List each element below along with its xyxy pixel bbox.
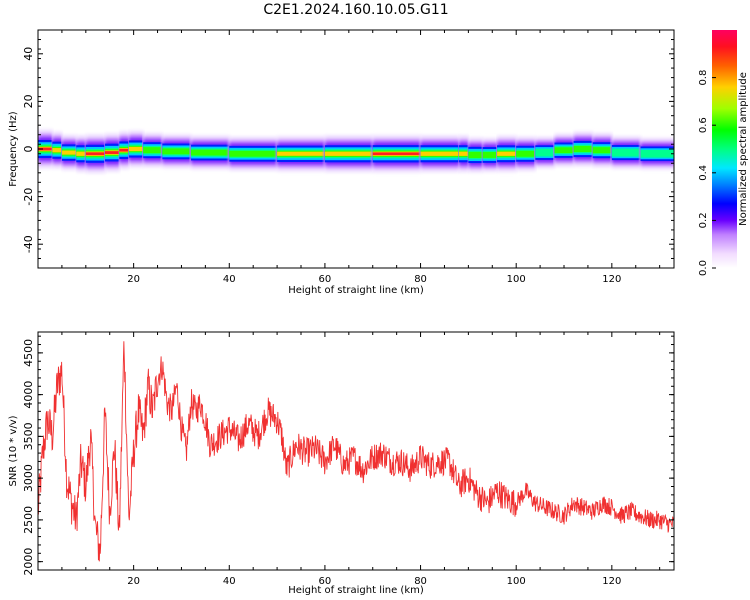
spectrogram-cell: [162, 148, 192, 155]
snr-xtick-label: 80: [414, 576, 427, 587]
spectrogram-cell: [76, 151, 87, 156]
snr-xtick-label: 100: [507, 576, 526, 587]
spectrogram-cell: [420, 151, 460, 156]
spectrogram-ytick-label: 40: [22, 47, 35, 61]
spectrogram-cell: [372, 152, 422, 156]
spectrogram-cell: [128, 146, 144, 152]
snr-ytick-label: 4000: [22, 381, 35, 409]
snr-frame: [37, 331, 675, 571]
colorbar-ticks: 0.0 0.2 0.4 0.6 0.8: [698, 70, 716, 276]
spectrogram-ytick-label: 0: [22, 146, 35, 153]
spectrogram-ytick-label: 20: [22, 94, 35, 108]
colorbar: 0.0 0.2 0.4 0.6 0.8 Normalized spectral ampl…: [698, 30, 749, 276]
spectrogram-cell: [277, 151, 326, 156]
spectrogram-cell: [61, 150, 77, 155]
snr-xtick-label: 60: [319, 576, 332, 587]
spectrogram-cell: [229, 150, 278, 157]
spectrogram-ticks: 20 40 60 80 100 120 -40 -20 0 20 40: [22, 29, 674, 285]
spectrogram-cell: [573, 145, 594, 153]
snr-ytick-label: 3500: [22, 422, 35, 450]
snr-panel: 20 40 60 80 100 120 2000 2500 3000 3500 4000 4500 H…: [8, 331, 675, 596]
snr-xtick-label: 40: [223, 576, 236, 587]
spectrogram-cell: [191, 149, 230, 156]
colorbar-gradient: [712, 30, 737, 268]
snr-series-line: [38, 341, 674, 562]
spectrogram-cell: [468, 151, 484, 158]
spectrogram-cell: [554, 147, 575, 154]
snr-xtick-label: 20: [127, 576, 140, 587]
spectrogram-cell: [497, 151, 517, 156]
spectrogram-xtick-label: 20: [127, 274, 140, 285]
spectrogram-xtick-label: 120: [602, 274, 621, 285]
snr-ylabel: SNR (10 * v/v): [8, 415, 19, 486]
colorbar-tick-label: 0.8: [698, 70, 709, 86]
spectrogram-cell: [38, 147, 53, 151]
spectrogram-ylabel: Frequency (Hz): [8, 111, 19, 187]
spectrogram-xtick-label: 40: [223, 274, 236, 285]
spectrogram-xlabel: Height of straight line (km): [288, 285, 424, 296]
colorbar-tick-label: 0.2: [698, 212, 709, 228]
snr-ytick-label: 3000: [22, 464, 35, 492]
spectrogram-cell: [85, 152, 106, 156]
spectrogram-cell: [104, 151, 120, 154]
spectrogram-cell: [535, 148, 556, 157]
colorbar-tick-label: 0.4: [698, 165, 709, 181]
colorbar-tick-label: 0.0: [698, 260, 709, 276]
snr-ytick-label: 2000: [22, 548, 35, 576]
spectrogram-xtick-label: 80: [414, 274, 427, 285]
spectrogram-cell: [611, 148, 642, 157]
snr-xtick-label: 120: [602, 576, 621, 587]
spectrogram-cell: [516, 150, 536, 157]
spectrogram-ytick-label: -40: [22, 235, 35, 253]
spectrogram-cell: [143, 147, 163, 154]
spectrogram-cell: [52, 148, 63, 153]
snr-xlabel: Height of straight line (km): [288, 585, 424, 596]
spectrogram-cell: [324, 151, 374, 156]
spectrogram-xtick-label: 60: [319, 274, 332, 285]
spectrogram-cell: [640, 149, 674, 158]
snr-ytick-label: 2500: [22, 506, 35, 534]
spectrogram-cell: [482, 151, 498, 158]
spectrogram-band: [38, 129, 674, 174]
spectrogram-panel: 20 40 60 80 100 120 -40 -20 0 20 40 Height of stra…: [8, 29, 675, 296]
spectrogram-xtick-label: 100: [507, 274, 526, 285]
spectrogram-cell: [458, 151, 469, 156]
snr-ticks: 20 40 60 80 100 120 2000 2500 3000 3500 4000 4500: [22, 332, 674, 587]
snr-ytick-label: 4500: [22, 339, 35, 367]
colorbar-label: Normalized spectral amplitude: [738, 72, 749, 226]
spectrogram-ytick-label: -20: [22, 188, 35, 206]
figure-title: C2E1.2024.160.10.05.G11: [263, 2, 448, 18]
spectrogram-cell: [592, 147, 613, 154]
colorbar-tick-label: 0.6: [698, 117, 709, 133]
spectrogram-cell: [119, 148, 130, 152]
